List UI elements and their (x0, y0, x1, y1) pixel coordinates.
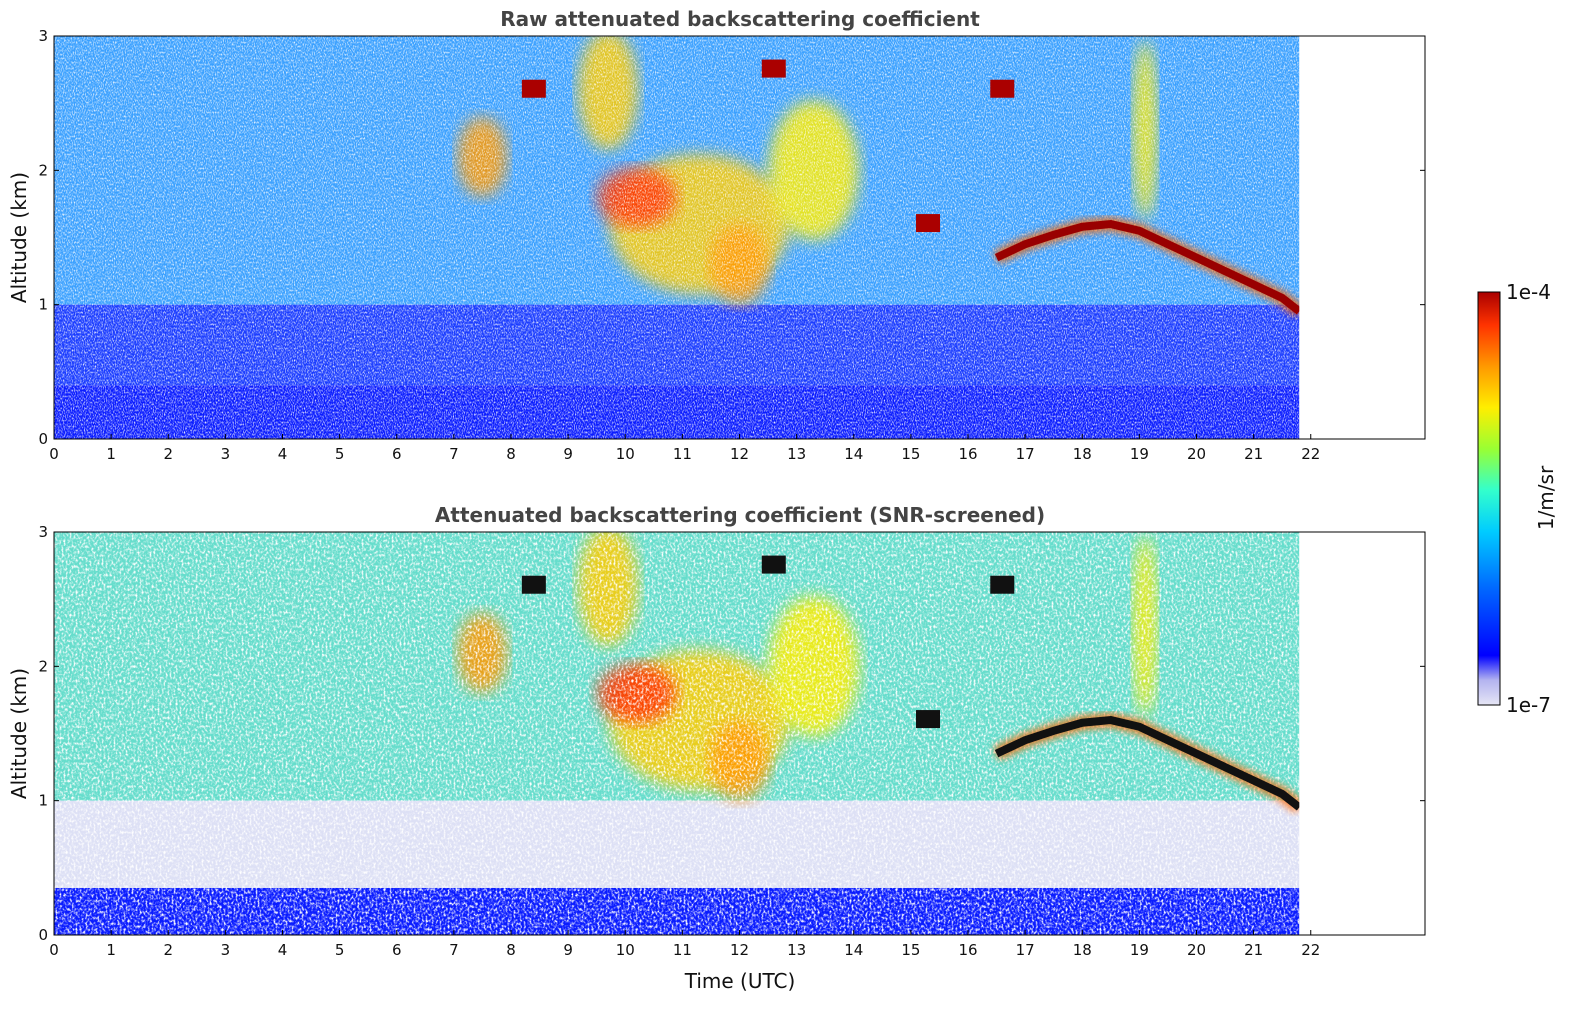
cloud-patch (916, 710, 941, 729)
noise-speckle (54, 532, 1300, 935)
y-axis-label: Altitude (km) (7, 668, 31, 799)
x-tick-label: 9 (563, 941, 573, 959)
y-axis-ticks: 0 1 2 3 (38, 27, 1425, 448)
cloud-patch (521, 79, 546, 98)
x-tick-label: 0 (49, 445, 59, 463)
x-tick-label: 7 (449, 941, 459, 959)
x-tick-label: 15 (901, 445, 920, 463)
colorbar: 1e-4 1e-7 1/m/sr (1477, 280, 1558, 717)
raw-backscatter-panel: Raw attenuated backscattering coefficien… (7, 7, 1426, 463)
x-tick-label: 16 (958, 445, 977, 463)
x-tick-label: 6 (392, 941, 402, 959)
y-tick-label: 1 (38, 792, 48, 810)
x-tick-label: 10 (616, 445, 635, 463)
x-tick-label: 0 (49, 941, 59, 959)
x-tick-label: 19 (1130, 941, 1149, 959)
panel-title: Raw attenuated backscattering coefficien… (500, 7, 980, 31)
y-tick-label: 2 (38, 161, 48, 179)
x-tick-label: 18 (1073, 941, 1092, 959)
cloud-patch (761, 555, 786, 574)
x-tick-label: 4 (278, 941, 288, 959)
x-tick-label: 5 (335, 941, 345, 959)
colorbar-gradient (1477, 291, 1501, 706)
backscatter-heatmap (54, 532, 1301, 935)
y-tick-label: 1 (38, 296, 48, 314)
y-tick-label: 3 (38, 523, 48, 541)
x-tick-label: 20 (1187, 941, 1206, 959)
x-tick-label: 19 (1130, 445, 1149, 463)
x-tick-label: 16 (958, 941, 977, 959)
cloud-patch (761, 59, 786, 78)
x-tick-label: 3 (221, 941, 231, 959)
x-tick-label: 12 (730, 941, 749, 959)
x-tick-label: 2 (163, 941, 173, 959)
y-tick-label: 3 (38, 27, 48, 45)
x-tick-label: 13 (787, 941, 806, 959)
x-tick-label: 3 (221, 445, 231, 463)
y-axis-label: Altitude (km) (7, 172, 31, 303)
no-data-region (1299, 532, 1301, 935)
cloud-patch (521, 575, 546, 594)
cloud-layer (994, 716, 1301, 811)
x-tick-label: 22 (1301, 445, 1320, 463)
x-tick-label: 8 (506, 445, 516, 463)
x-tick-label: 5 (335, 445, 345, 463)
x-tick-label: 20 (1187, 445, 1206, 463)
x-tick-label: 14 (844, 445, 863, 463)
cloud-patch (916, 214, 941, 233)
y-tick-label: 2 (38, 657, 48, 675)
cloud-patch (990, 79, 1015, 98)
noise-speckle (54, 36, 1300, 439)
snr-screened-backscatter-panel: Attenuated backscattering coefficient (S… (7, 503, 1426, 993)
x-tick-label: 2 (163, 445, 173, 463)
panel-title: Attenuated backscattering coefficient (S… (435, 503, 1045, 527)
x-tick-label: 17 (1016, 941, 1035, 959)
colorbar-min-label: 1e-7 (1506, 693, 1551, 717)
x-tick-label: 17 (1016, 445, 1035, 463)
y-tick-label: 0 (38, 926, 48, 944)
x-tick-label: 21 (1244, 941, 1263, 959)
x-tick-label: 14 (844, 941, 863, 959)
x-tick-label: 21 (1244, 445, 1263, 463)
x-tick-label: 18 (1073, 445, 1092, 463)
x-tick-label: 7 (449, 445, 459, 463)
x-axis-ticks: 0 1 2 3 4 5 6 7 8 9 10 11 12 13 14 15 16 17 18 19 20 21 22 (49, 434, 1320, 463)
y-axis-ticks: 0 1 2 3 (38, 523, 1425, 944)
x-tick-label: 13 (787, 445, 806, 463)
backscatter-heatmap (54, 36, 1301, 439)
x-tick-label: 4 (278, 445, 288, 463)
x-tick-label: 11 (673, 941, 692, 959)
cloud-patch (990, 575, 1015, 594)
x-tick-label: 12 (730, 445, 749, 463)
x-tick-label: 1 (106, 941, 116, 959)
x-tick-label: 11 (673, 445, 692, 463)
x-tick-label: 1 (106, 445, 116, 463)
colorbar-unit-label: 1/m/sr (1534, 465, 1558, 530)
x-tick-label: 10 (616, 941, 635, 959)
x-tick-label: 15 (901, 941, 920, 959)
x-axis-ticks: 0 1 2 3 4 5 6 7 8 9 10 11 12 13 14 15 16 17 18 19 20 21 22 (49, 930, 1320, 959)
colorbar-max-label: 1e-4 (1506, 280, 1551, 304)
x-axis-label: Time (UTC) (684, 969, 796, 993)
y-tick-label: 0 (38, 430, 48, 448)
x-tick-label: 8 (506, 941, 516, 959)
x-tick-label: 9 (563, 445, 573, 463)
x-tick-label: 22 (1301, 941, 1320, 959)
cloud-layer (994, 220, 1301, 315)
x-tick-label: 6 (392, 445, 402, 463)
no-data-region (1299, 36, 1301, 439)
